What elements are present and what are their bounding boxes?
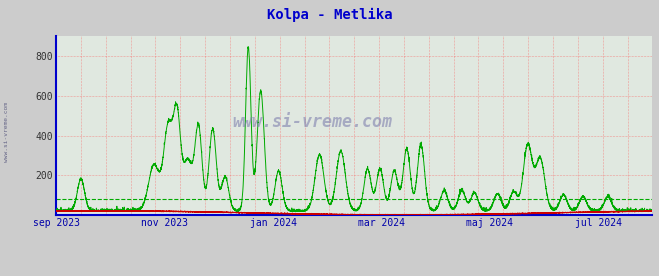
Text: www.si-vreme.com: www.si-vreme.com xyxy=(4,102,9,163)
Text: www.si-vreme.com: www.si-vreme.com xyxy=(233,113,393,131)
Text: Kolpa - Metlika: Kolpa - Metlika xyxy=(267,8,392,22)
